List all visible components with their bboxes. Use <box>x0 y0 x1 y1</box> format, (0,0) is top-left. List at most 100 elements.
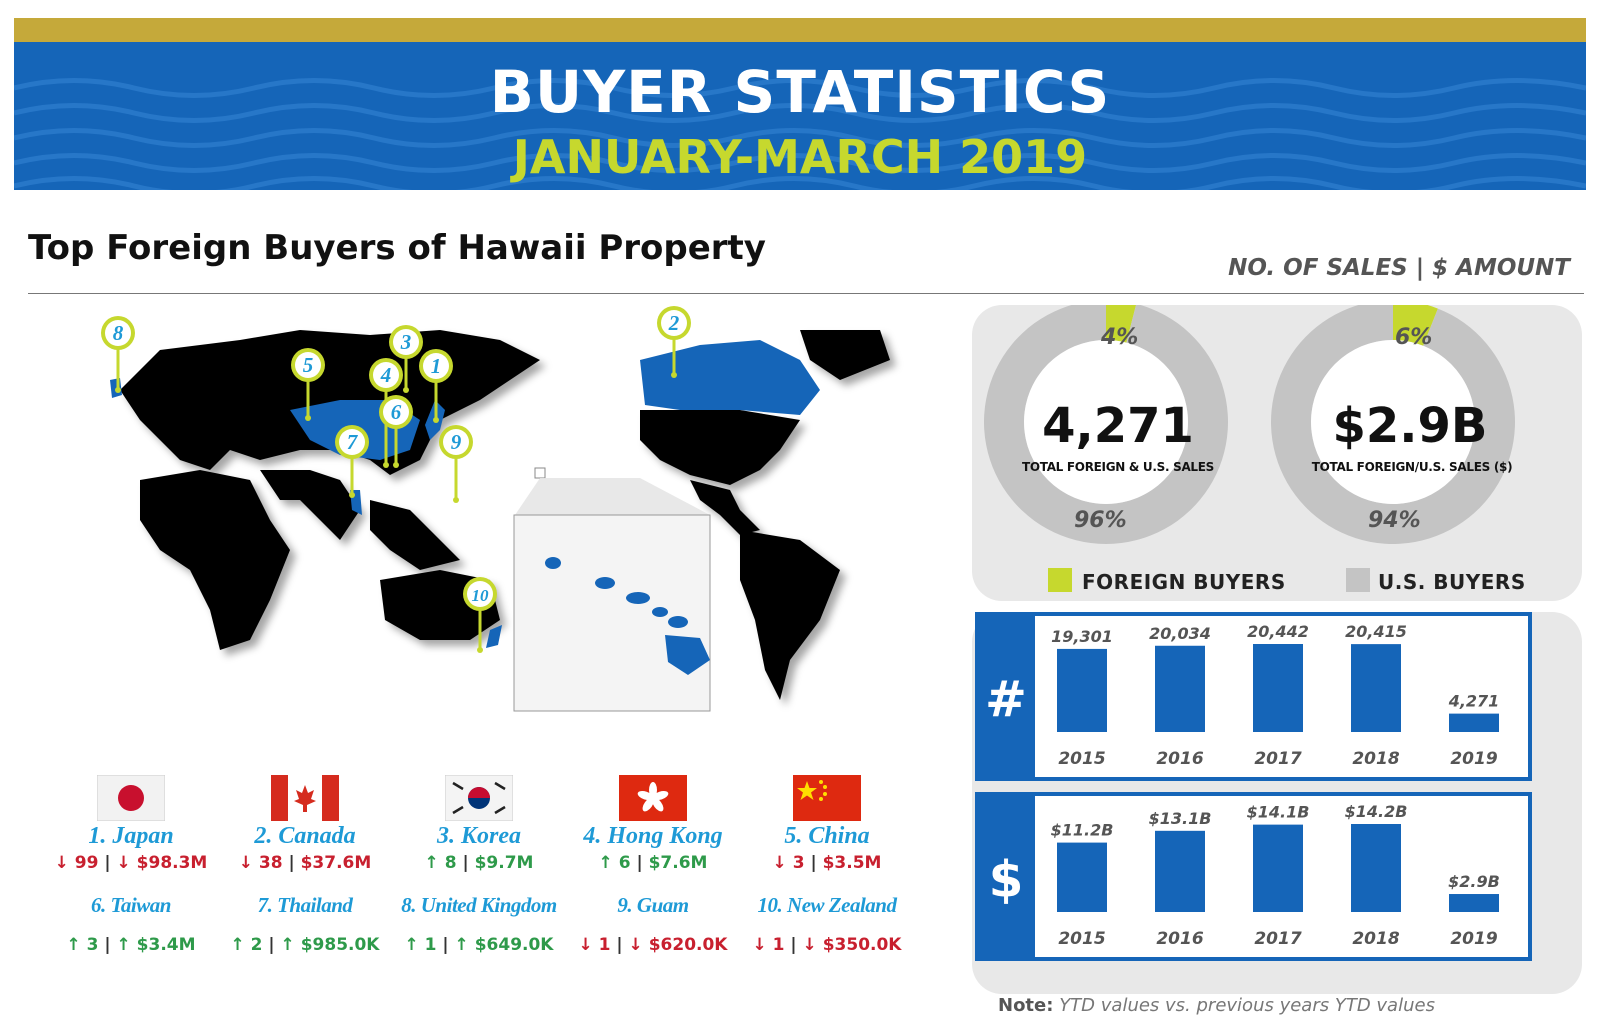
header-banner: BUYER STATISTICS JANUARY-MARCH 2019 <box>13 18 1587 196</box>
bar-2016 <box>1155 830 1205 912</box>
world-map: 1 2 3 4 5 6 7 8 9 10 <box>40 300 970 750</box>
africa-shape <box>140 470 290 650</box>
bar-value-label: 20,034 <box>1149 624 1211 643</box>
stat-separator: | <box>630 853 649 873</box>
country-stat-line: ↓ 1 | ↓ $350.0K <box>727 935 927 955</box>
pin-tip <box>403 387 409 393</box>
country-name: 4. Hong Kong <box>583 823 723 849</box>
bar-value-label: 20,415 <box>1345 622 1407 641</box>
section-divider <box>28 293 1584 294</box>
legend-foreign-label: FOREIGN BUYERS <box>1082 570 1286 594</box>
country-name: 8. United Kingdom <box>401 893 557 917</box>
legend-us-swatch <box>1346 568 1370 592</box>
country-sales-count: ↓ 1 <box>752 935 785 955</box>
country-sales-count: ↑ 2 <box>230 935 263 955</box>
country-sales-count: ↓ 38 <box>238 853 283 873</box>
country-stat-line: ↓ 1 | ↓ $620.0K <box>553 935 753 955</box>
bar-2019 <box>1449 894 1499 912</box>
stat-separator: | <box>456 853 475 873</box>
donut-slice-foreign <box>1106 305 1137 343</box>
pin-inner <box>423 353 449 379</box>
country-sales-amount: $9.7M <box>474 853 534 873</box>
bar-year-label: 2019 <box>1450 929 1497 949</box>
bar-2015 <box>1057 842 1107 912</box>
hawaii-inset <box>513 514 711 712</box>
pin-label-6: 6 <box>391 400 402 424</box>
country-sales-amount: $3.5M <box>822 853 882 873</box>
stat-separator: | <box>98 853 117 873</box>
country-stat-line: ↑ 3 | ↑ $3.4M <box>31 935 231 955</box>
pin-inner <box>443 429 469 455</box>
pin-label-9: 9 <box>451 430 462 454</box>
pin-inner <box>393 329 419 355</box>
pin-inner <box>373 362 399 388</box>
bar-value-label: 20,442 <box>1247 622 1309 641</box>
south-asia-shape <box>260 470 360 540</box>
bar-symbol-block <box>977 614 1035 779</box>
pin-tip <box>433 417 439 423</box>
pin-tip <box>393 462 399 468</box>
bar-year-label: 2017 <box>1254 929 1301 949</box>
bar-charts: #19,301 2015 20,034 2016 20,442 2017 20,415 201… <box>975 612 1532 961</box>
bar-2019 <box>1449 713 1499 732</box>
canada-shape <box>640 340 820 415</box>
section-title: Top Foreign Buyers of Hawaii Property <box>28 228 766 268</box>
bar-2018 <box>1351 644 1401 732</box>
donut-slice-us <box>1270 305 1515 544</box>
stat-separator: | <box>610 935 629 955</box>
pin-inner <box>105 320 131 346</box>
map-pins: 1 2 34 5 6 7 8 9 10 <box>101 306 691 653</box>
pin-inner <box>295 352 321 378</box>
country-sales-count: ↓ 1 <box>578 935 611 955</box>
amount-foreign-pct: 6% <box>1395 325 1433 350</box>
legend-foreign-swatch <box>1048 568 1072 592</box>
country-sales-amount: ↓ $98.3M <box>116 853 208 873</box>
page-title: BUYER STATISTICS <box>489 58 1111 126</box>
canada-flag <box>271 775 339 821</box>
central-america-shape <box>690 480 760 535</box>
amount-total-value: $2.9B <box>1332 398 1488 454</box>
bar-year-label: 2015 <box>1058 929 1105 949</box>
page-subtitle: JANUARY-MARCH 2019 <box>512 130 1088 184</box>
stat-separator: | <box>98 935 117 955</box>
pin-label-3: 3 <box>400 330 412 354</box>
bar-year-label: 2016 <box>1156 929 1203 949</box>
pin-tip <box>305 415 311 421</box>
bar-year-label: 2017 <box>1254 749 1301 769</box>
pin-label-5: 5 <box>303 353 314 377</box>
country-sales-count: ↓ 99 <box>54 853 99 873</box>
hawaii-marker <box>534 467 546 479</box>
bar-2017 <box>1253 824 1303 912</box>
metric-label: NO. OF SALES | $ AMOUNT <box>1228 255 1570 281</box>
pin-inner <box>383 399 409 425</box>
country-sales-count: ↑ 1 <box>404 935 437 955</box>
pin-label-4: 4 <box>380 363 392 387</box>
sales-us-pct: 96% <box>1074 508 1127 533</box>
south-america-shape <box>740 530 840 700</box>
donut-amount <box>1270 305 1515 544</box>
stat-separator: | <box>262 935 281 955</box>
pin-label-7: 7 <box>347 430 359 454</box>
bar-value-label: $2.9B <box>1448 872 1500 891</box>
bar-axis-symbol: # <box>985 671 1027 729</box>
bar-value-label: $13.1B <box>1149 809 1212 828</box>
pin-tip <box>383 462 389 468</box>
country-sales-count: ↑ 3 <box>66 935 99 955</box>
country-stat-line: ↑ 1 | ↑ $649.0K <box>379 935 579 955</box>
country-sales-count: ↓ 3 <box>772 853 805 873</box>
bar-year-label: 2018 <box>1352 929 1399 949</box>
china-flag <box>793 775 861 821</box>
bar-2018 <box>1351 824 1401 912</box>
pin-inner <box>339 429 365 455</box>
greenland-shape <box>800 330 890 380</box>
bar-value-label: 4,271 <box>1448 692 1500 711</box>
bar-2016 <box>1155 645 1205 732</box>
country-stat-line: ↑ 6 | $7.6M <box>553 853 753 873</box>
bar-symbol-block <box>977 794 1035 959</box>
bar-value-label: 19,301 <box>1051 627 1113 646</box>
inset-connector <box>515 478 710 515</box>
banner-blue-field <box>14 42 1586 190</box>
korea-flag <box>445 775 513 821</box>
bar-year-label: 2015 <box>1058 749 1105 769</box>
pin-tip <box>477 647 483 653</box>
